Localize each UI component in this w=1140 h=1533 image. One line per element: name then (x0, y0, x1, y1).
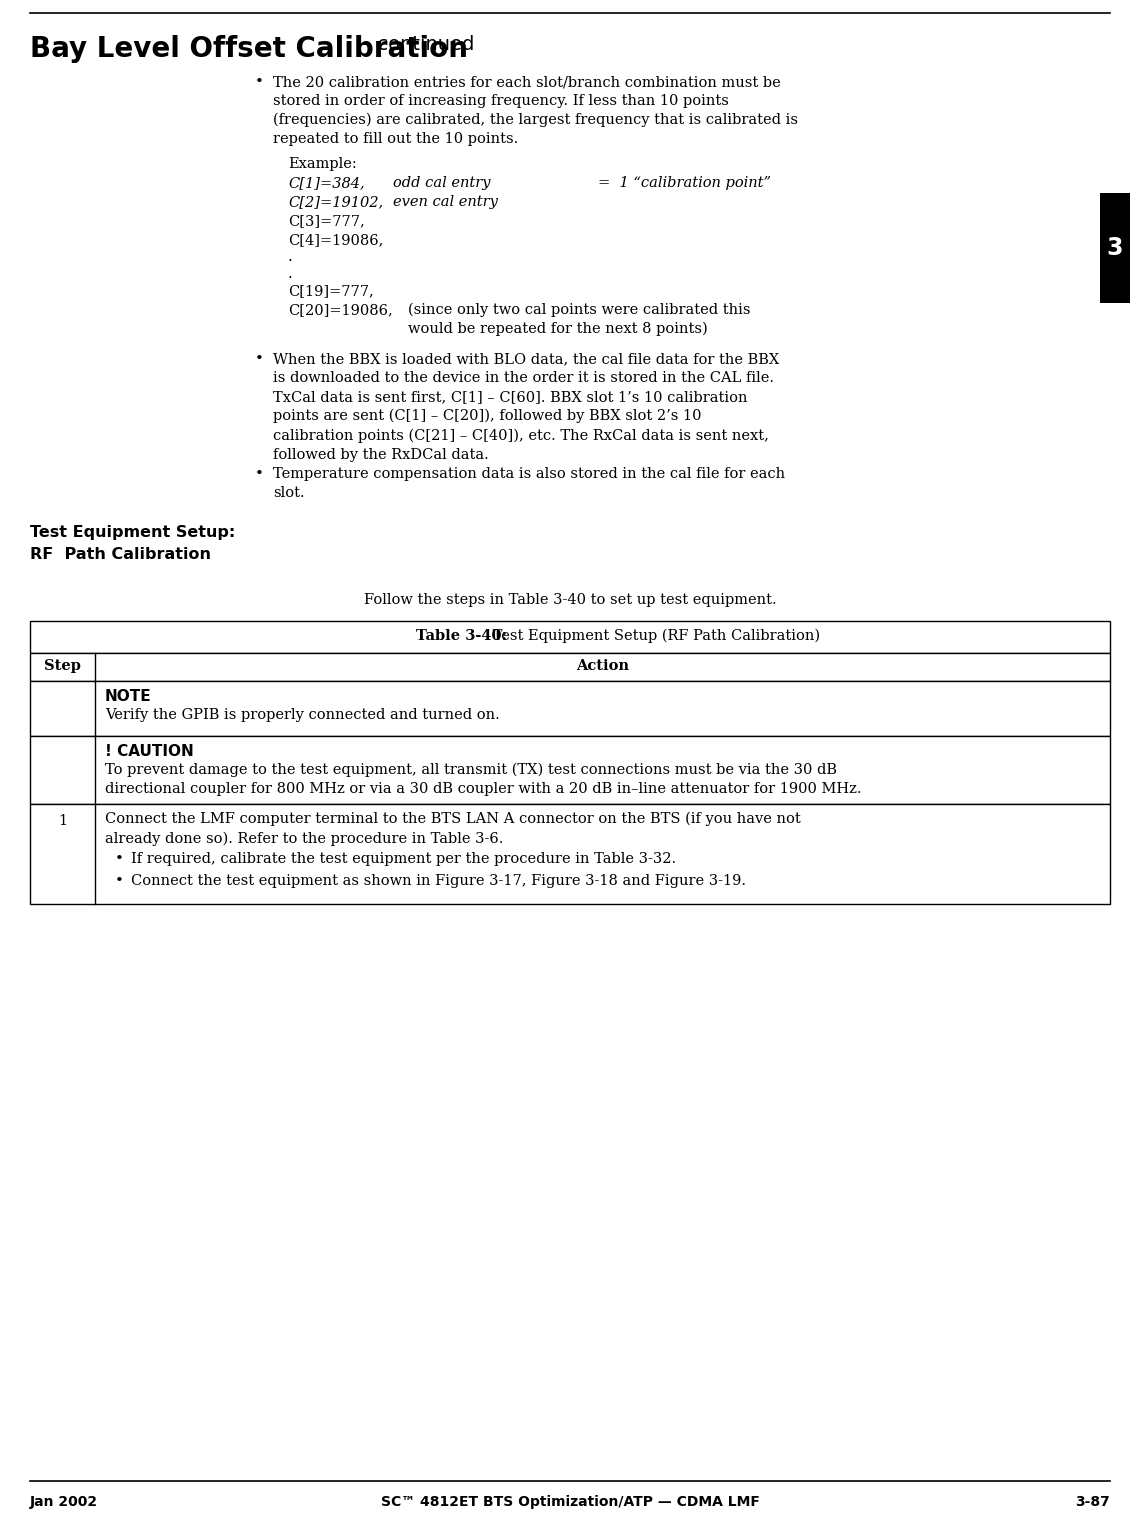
Text: 3-87: 3-87 (1075, 1495, 1110, 1508)
Text: .: . (288, 267, 293, 281)
Text: .: . (288, 250, 293, 264)
Text: C[20]=19086,: C[20]=19086, (288, 304, 393, 317)
Bar (30, 736, 1110, 803)
Text: Test Equipment Setup:: Test Equipment Setup: (30, 524, 235, 540)
Bar (30, 681, 1110, 736)
Text: Example:: Example: (288, 156, 357, 172)
Text: Verify the GPIB is properly connected and turned on.: Verify the GPIB is properly connected an… (105, 708, 499, 722)
Text: ! CAUTION: ! CAUTION (105, 744, 194, 759)
Text: Jan 2002: Jan 2002 (30, 1495, 98, 1508)
Text: =  1 “calibration point”: = 1 “calibration point” (598, 176, 771, 190)
Text: Bay Level Offset Calibration: Bay Level Offset Calibration (30, 35, 469, 63)
Text: C[19]=777,: C[19]=777, (288, 284, 374, 297)
Text: 3: 3 (1107, 236, 1123, 261)
Bar (30, 803, 1110, 904)
Text: odd cal entry: odd cal entry (393, 176, 490, 190)
Text: The 20 calibration entries for each slot/branch combination must be
stored in or: The 20 calibration entries for each slot… (272, 75, 798, 147)
Bar (1100, 193, 1130, 304)
Text: C[1]=384,: C[1]=384, (288, 176, 365, 190)
Text: Connect the test equipment as shown in Figure 3-17, Figure 3-18 and Figure 3-19.: Connect the test equipment as shown in F… (131, 874, 746, 888)
Text: •: • (255, 353, 263, 366)
Text: Temperature compensation data is also stored in the cal file for each
slot.: Temperature compensation data is also st… (272, 468, 785, 500)
Text: •: • (115, 874, 124, 888)
Text: (since only two cal points were calibrated this: (since only two cal points were calibrat… (408, 304, 750, 317)
Text: Follow the steps in Table 3-40 to set up test equipment.: Follow the steps in Table 3-40 to set up… (364, 593, 776, 607)
Text: Test Equipment Setup (RF Path Calibration): Test Equipment Setup (RF Path Calibratio… (488, 629, 820, 644)
Bar (30, 653, 1110, 681)
Text: would be repeated for the next 8 points): would be repeated for the next 8 points) (408, 322, 708, 336)
Text: If required, calibrate the test equipment per the procedure in Table 3-32.: If required, calibrate the test equipmen… (131, 852, 676, 866)
Text: C[3]=777,: C[3]=777, (288, 215, 365, 228)
Text: C[2]=19102,: C[2]=19102, (288, 195, 383, 208)
Text: •: • (255, 468, 263, 481)
Text: Table 3-40:: Table 3-40: (416, 629, 507, 642)
Text: SC™ 4812ET BTS Optimization/ATP — CDMA LMF: SC™ 4812ET BTS Optimization/ATP — CDMA L… (381, 1495, 759, 1508)
Bar (30, 621, 1110, 653)
Text: Action: Action (576, 659, 629, 673)
Text: RF  Path Calibration: RF Path Calibration (30, 547, 211, 563)
Text: Connect the LMF computer terminal to the BTS LAN A connector on the BTS (if you : Connect the LMF computer terminal to the… (105, 812, 800, 846)
Text: C[4]=19086,: C[4]=19086, (288, 233, 383, 247)
Text: 1: 1 (58, 814, 67, 828)
Text: NOTE: NOTE (105, 688, 152, 704)
Text: – continued: – continued (355, 35, 474, 54)
Text: Step: Step (44, 659, 81, 673)
Text: even cal entry: even cal entry (393, 195, 498, 208)
Text: To prevent damage to the test equipment, all transmit (TX) test connections must: To prevent damage to the test equipment,… (105, 763, 862, 796)
Text: •: • (255, 75, 263, 89)
Text: When the BBX is loaded with BLO data, the cal file data for the BBX
is downloade: When the BBX is loaded with BLO data, th… (272, 353, 780, 461)
Text: •: • (115, 852, 124, 866)
